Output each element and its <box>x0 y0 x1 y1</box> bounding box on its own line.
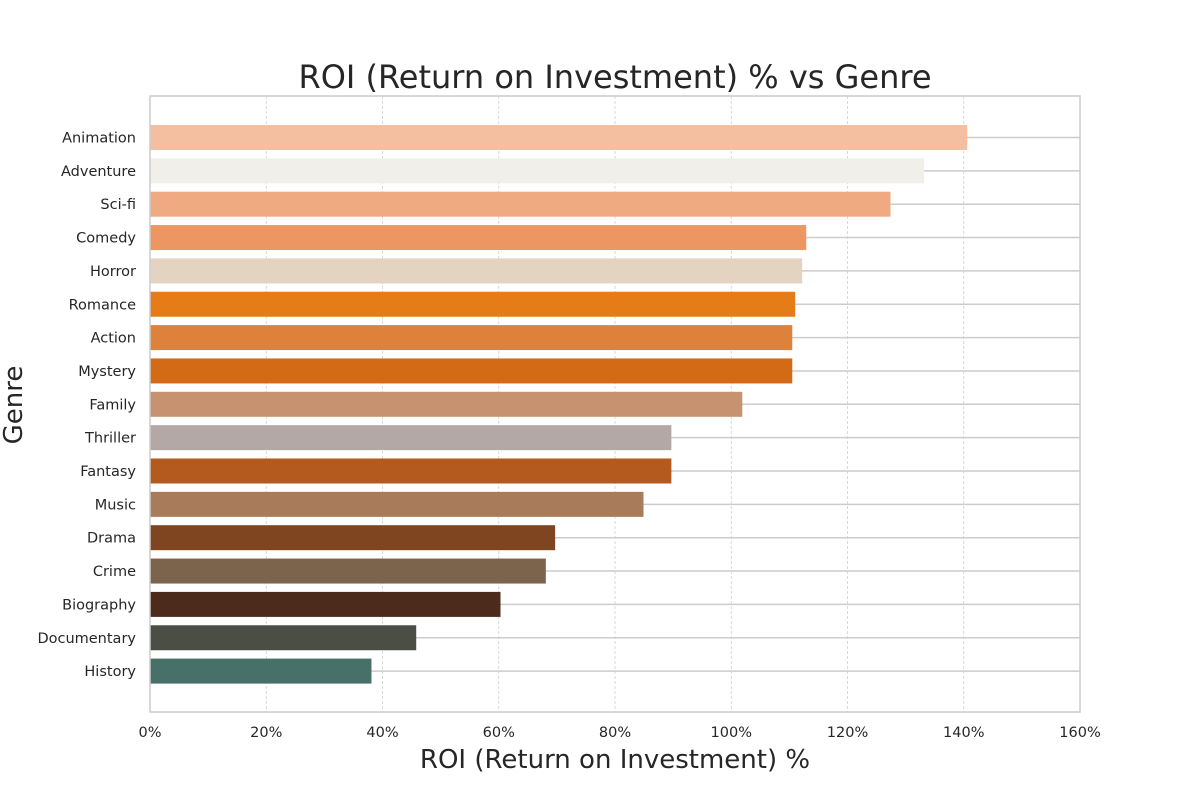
bar-biography <box>150 591 501 617</box>
y-tick-label: Action <box>91 331 136 347</box>
bar-thriller <box>150 425 672 451</box>
bar-sci-fi <box>150 191 891 217</box>
x-tick-label: 100% <box>711 725 752 741</box>
y-tick-label: Horror <box>90 264 136 280</box>
bar-action <box>150 325 793 351</box>
y-tick-label: Animation <box>62 131 136 147</box>
y-tick-label: Thriller <box>84 431 136 447</box>
y-tick-label: Drama <box>87 531 136 547</box>
y-tick-label: Biography <box>62 597 136 613</box>
y-tick-label: Romance <box>69 297 136 313</box>
y-tick-label: Crime <box>93 564 136 580</box>
bar-animation <box>150 125 968 150</box>
bar-romance <box>150 291 796 317</box>
x-tick-label: 0% <box>138 725 161 741</box>
bar-music <box>150 491 644 517</box>
x-axis-label: ROI (Return on Investment) % <box>420 745 810 775</box>
bar-fantasy <box>150 458 672 484</box>
bar-history <box>150 658 372 684</box>
y-axis-label: Genre <box>0 366 29 445</box>
y-tick-labels: Animation Adventure Sci-fi Comedy Horror Roma… <box>37 131 136 681</box>
x-tick-label: 80% <box>599 725 631 741</box>
bar-horror <box>150 258 803 284</box>
chart-title: ROI (Return on Investment) % vs Genre <box>298 58 931 96</box>
bar-adventure <box>150 158 925 184</box>
y-tick-label: Mystery <box>78 364 136 380</box>
y-tick-label: Sci-fi <box>100 197 136 213</box>
x-tick-label: 20% <box>250 725 282 741</box>
y-tick-label: Music <box>95 497 136 513</box>
x-tick-label: 120% <box>827 725 868 741</box>
y-tick-label: Comedy <box>76 231 136 247</box>
bar-drama <box>150 525 556 551</box>
bar-crime <box>150 558 546 584</box>
bar-comedy <box>150 225 807 251</box>
x-tick-label: 140% <box>943 725 984 741</box>
bar-mystery <box>150 358 793 384</box>
y-tick-label: Adventure <box>61 164 136 180</box>
x-tick-label: 40% <box>366 725 398 741</box>
bars <box>150 125 968 684</box>
y-tick-label: Documentary <box>37 631 136 647</box>
x-tick-labels: 0% 20% 40% 60% 80% 100% 120% 140% 160% <box>138 725 1100 741</box>
x-tick-label: 160% <box>1059 725 1100 741</box>
bar-family <box>150 391 743 417</box>
y-tick-label: Family <box>89 397 136 413</box>
bar-documentary <box>150 625 417 651</box>
plot-frame <box>149 95 1081 713</box>
y-tick-label: Fantasy <box>80 464 136 480</box>
x-tick-label: 60% <box>483 725 515 741</box>
y-tick-label: History <box>84 664 136 680</box>
